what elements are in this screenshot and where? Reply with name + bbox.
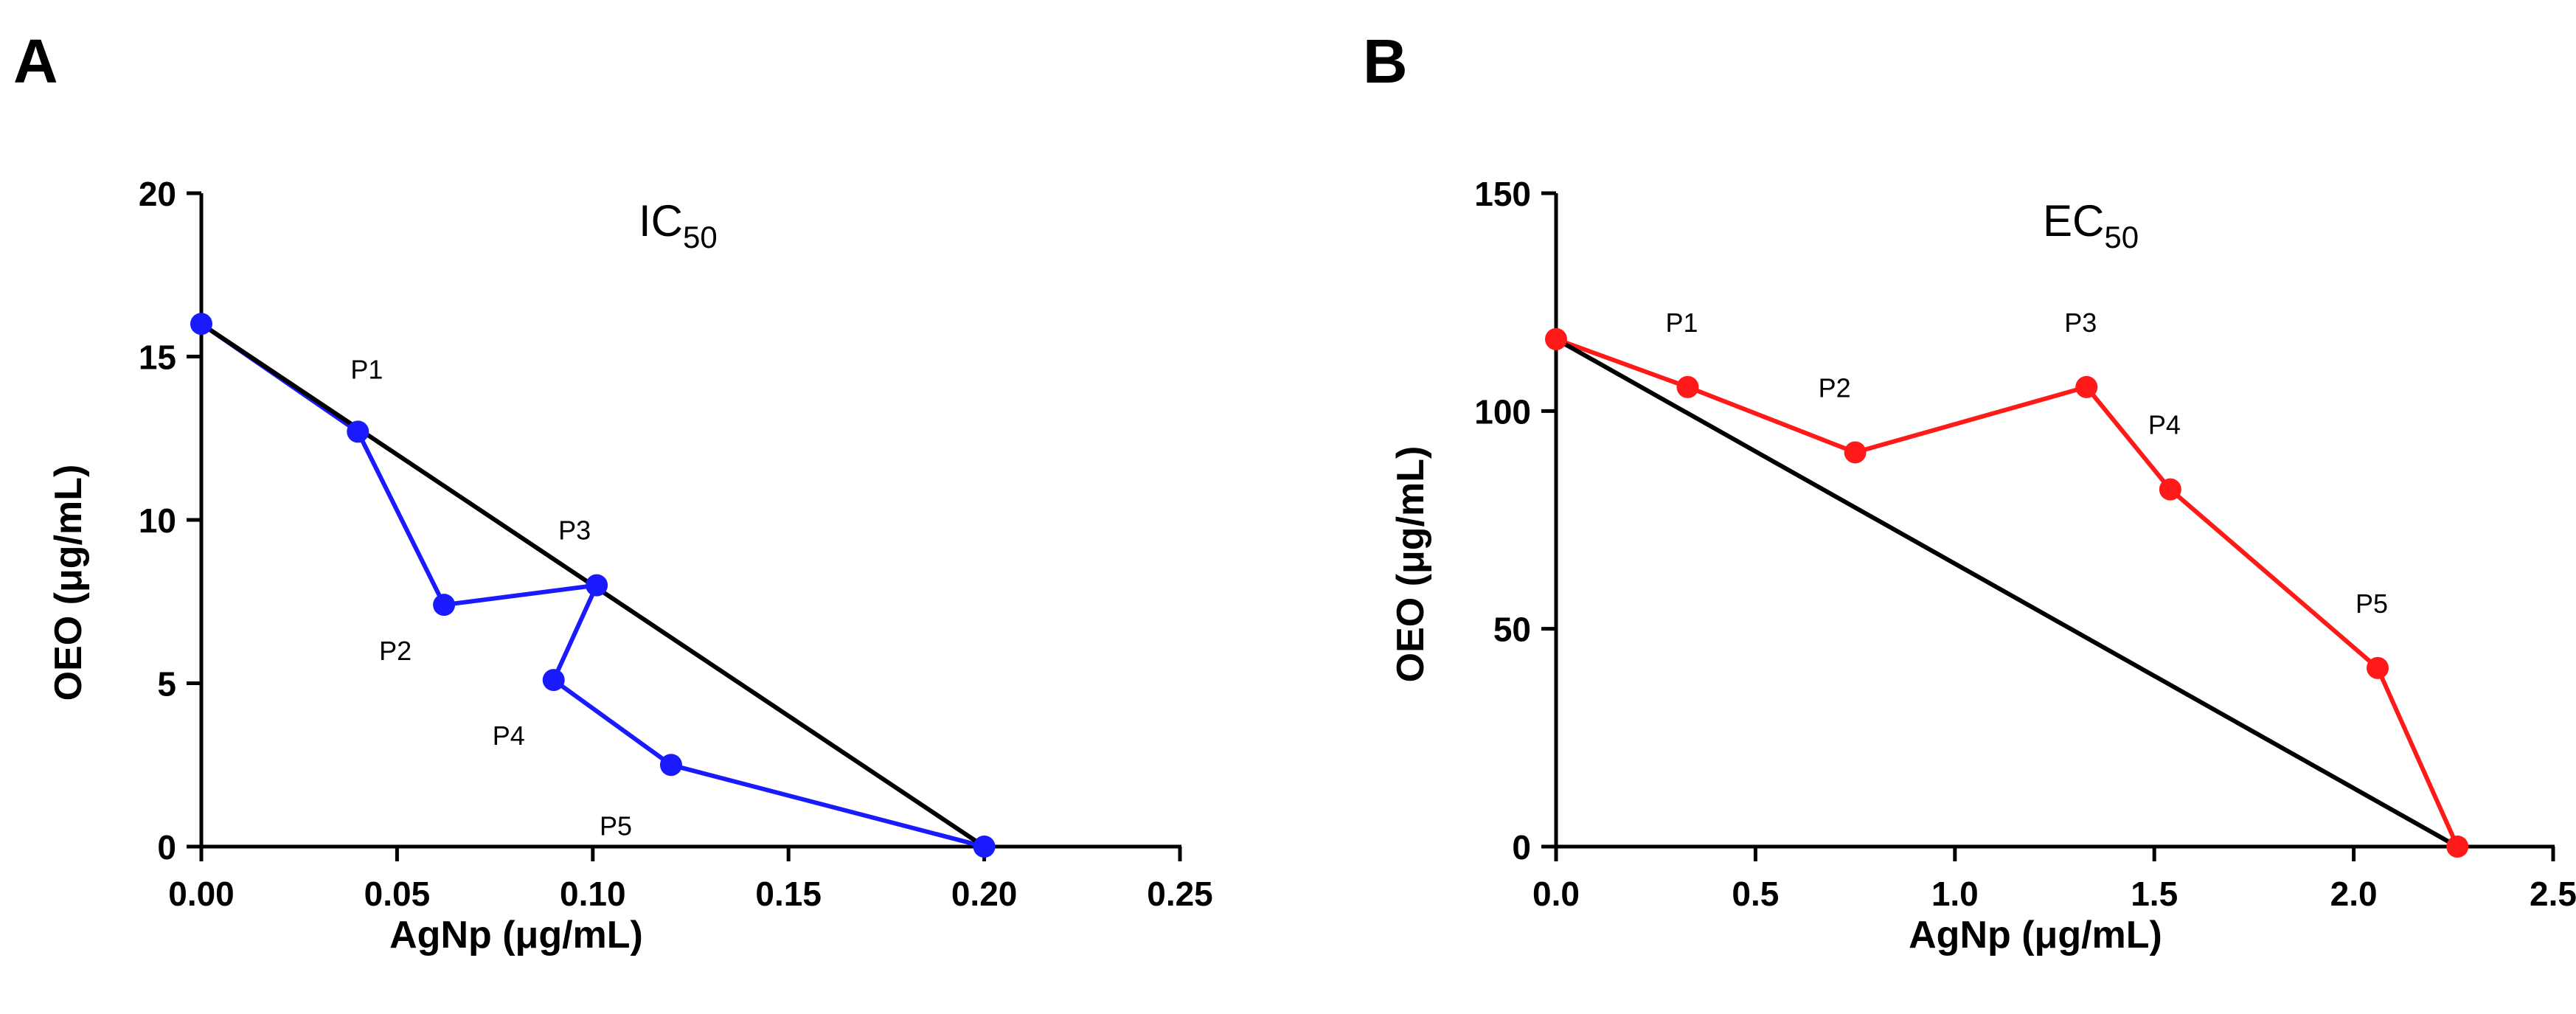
x-tick-label-a: 0.00 xyxy=(168,875,235,913)
point-label-b: P4 xyxy=(2148,410,2181,440)
y-tick-label-b: 150 xyxy=(1474,175,1531,213)
additivity-line-b xyxy=(1555,337,2459,849)
y-tick-label-b: 100 xyxy=(1474,392,1531,431)
point-label-b: P2 xyxy=(1819,372,1851,403)
x-axis-title-b: AgNp (μg/mL) xyxy=(1909,914,2162,956)
point-label-a: P4 xyxy=(493,720,525,751)
chart-title-b: EC50 xyxy=(2043,196,2139,254)
data-point-a xyxy=(190,313,212,336)
x-tick-label-b: 2.5 xyxy=(2530,875,2576,913)
chart-title-b-main: EC xyxy=(2043,196,2104,246)
data-point-a xyxy=(542,669,565,692)
panel-b: B EC50 AgNp (μg/mL) OEO (μg/mL) 0.0 0.5 1.… xyxy=(1363,27,2576,956)
point-label-a: P2 xyxy=(379,636,412,666)
point-label-a: P5 xyxy=(600,810,632,841)
x-tick-label-b: 0.0 xyxy=(1532,875,1580,913)
y-tick-label-a: 10 xyxy=(139,501,176,540)
x-tick-label-a: 0.05 xyxy=(364,875,431,913)
data-point-b xyxy=(2075,375,2098,398)
data-point-a xyxy=(973,836,996,858)
x-tick-label-a: 0.15 xyxy=(755,875,822,913)
data-point-a xyxy=(347,420,369,443)
data-point-b xyxy=(2159,478,2181,501)
x-tick-label-a: 0.10 xyxy=(560,875,626,913)
chart-title-b-subscript: 50 xyxy=(2104,220,2139,254)
x-tick-label-a: 0.20 xyxy=(951,875,1018,913)
data-point-b xyxy=(1545,327,1567,350)
y-tick-label-a: 5 xyxy=(157,665,176,704)
point-labels-b: P1 P2 P3 P4 P5 xyxy=(1665,308,2388,619)
data-point-b xyxy=(1676,375,1699,398)
data-point-a xyxy=(659,754,682,777)
panel-a: A IC50 AgNp (μg/mL) OEO (μg/mL) 0.00 0.05… xyxy=(13,27,1213,956)
x-tick-label-b: 2.0 xyxy=(2330,875,2378,913)
point-label-b: P1 xyxy=(1665,308,1698,338)
markers-b xyxy=(1545,327,2469,858)
x-tick-label-b: 0.5 xyxy=(1732,875,1779,913)
data-point-a xyxy=(586,574,608,597)
point-label-a: P1 xyxy=(350,354,383,384)
y-tick-label-a: 0 xyxy=(157,828,176,867)
data-point-b xyxy=(1844,441,1867,464)
x-tick-label-a: 0.25 xyxy=(1147,875,1213,913)
x-tick-label-b: 1.0 xyxy=(1931,875,1979,913)
x-tick-label-b: 1.5 xyxy=(2131,875,2178,913)
point-label-a: P3 xyxy=(558,515,591,546)
data-point-b xyxy=(2446,836,2469,858)
point-label-b: P5 xyxy=(2355,588,2388,619)
y-axis-title-b: OEO (μg/mL) xyxy=(1389,446,1432,683)
ticks-a: 0.00 0.05 0.10 0.15 0.20 0.25 0 5 10 15 20 xyxy=(139,175,1213,913)
point-labels-a: P1 P2 P3 P4 P5 xyxy=(350,354,632,841)
data-point-b xyxy=(2367,656,2389,679)
panel-letter-a: A xyxy=(13,27,58,96)
ticks-b: 0.0 0.5 1.0 1.5 2.0 2.5 0 50 100 150 xyxy=(1474,175,2576,913)
y-tick-label-b: 50 xyxy=(1493,611,1531,649)
y-axis-title-a: OEO (μg/mL) xyxy=(47,465,90,701)
chart-title-a: IC50 xyxy=(639,196,718,254)
panel-letter-b: B xyxy=(1363,27,1408,96)
chart-title-a-subscript: 50 xyxy=(683,220,718,254)
data-point-a xyxy=(433,594,456,617)
x-axis-title-a: AgNp (μg/mL) xyxy=(389,914,643,956)
chart-title-a-main: IC xyxy=(639,196,683,246)
markers-a xyxy=(190,313,996,858)
y-tick-label-a: 20 xyxy=(139,175,176,213)
series-lines-b xyxy=(1555,337,2459,849)
y-tick-label-a: 15 xyxy=(139,338,176,377)
y-tick-label-b: 0 xyxy=(1512,828,1531,867)
point-label-b: P3 xyxy=(2064,308,2097,338)
